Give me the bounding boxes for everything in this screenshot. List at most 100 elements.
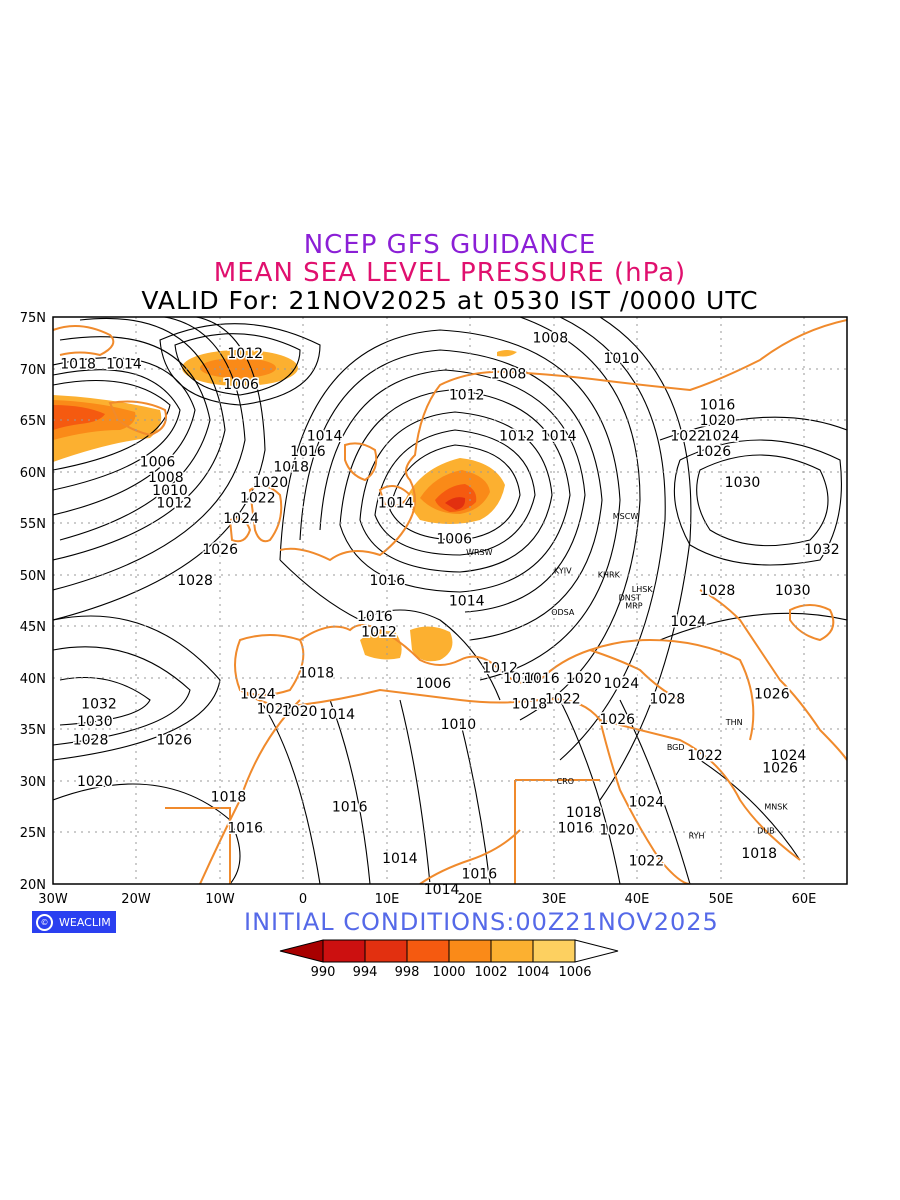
colorbar: 990 994 998 1000 1002 1004 1006: [279, 939, 619, 980]
isobar-label: 1028: [700, 583, 736, 599]
isobar-label: 1018: [741, 846, 777, 862]
isobar-label: 1016: [524, 671, 560, 687]
lon-label: 50E: [709, 892, 734, 907]
isobar-label: 1014: [106, 356, 142, 372]
isobar-label: 1018: [211, 789, 247, 805]
lat-label: 50N: [20, 569, 46, 584]
city-label: BGD: [667, 743, 685, 752]
colorbar-low-arrow: [279, 939, 324, 963]
isobar-label: 1032: [81, 697, 117, 713]
colorbar-swatch: [532, 939, 576, 963]
isobar-label: 1028: [73, 733, 109, 749]
isobar-label: 1008: [532, 331, 568, 347]
isobar-label: 1028: [177, 573, 213, 589]
isobar-label: 1016: [290, 444, 326, 460]
city-label: DUB: [757, 826, 775, 835]
isobar-label: 1012: [482, 661, 518, 677]
isobar-label: 1024: [771, 748, 807, 764]
isobar-label: 1010: [503, 671, 539, 687]
isobar-label: 1030: [775, 583, 811, 599]
colorbar-swatch: [448, 939, 492, 963]
city-label: DNST: [619, 593, 641, 602]
title-parameter: MEAN SEA LEVEL PRESSURE (hPa): [213, 258, 687, 288]
lon-label: 0: [299, 892, 307, 907]
lon-label: 20E: [458, 892, 483, 907]
isobar-label: 1022: [545, 691, 581, 707]
isobar-label: 1020: [282, 704, 318, 720]
title-valid-time: VALID For: 21NOV2025 at 0530 IST /0000 U…: [141, 286, 759, 315]
city-label: MRP: [625, 602, 642, 611]
isobar-label: 1014: [382, 851, 418, 867]
copyright-icon: ©: [36, 913, 53, 931]
isobar-label: 1022: [257, 702, 293, 718]
isobar-label: 1030: [725, 475, 761, 491]
isobar-label: 1008: [491, 367, 527, 383]
city-label: KYIV: [554, 567, 572, 576]
lat-label: 35N: [20, 723, 46, 738]
isobar-label: 1024: [240, 686, 276, 702]
isobar-label: 1016: [461, 867, 497, 883]
isobar-label: 1022: [687, 748, 723, 764]
colorbar-label: 1002: [474, 965, 507, 980]
isobar-label: 1008: [148, 470, 184, 486]
colorbar-swatch: [406, 939, 450, 963]
weaclim-logo: © WEACLIM: [32, 911, 116, 933]
isobar-label: 1020: [77, 774, 113, 790]
isobar-label: 1028: [649, 691, 685, 707]
longitude-labels: 30W 20W 10W 0 10E 20E 30E 40E 50E 60E: [38, 892, 816, 907]
isobar-label: 1020: [599, 822, 635, 838]
isobar-label: 1016: [369, 573, 405, 589]
isobar-label: 1024: [670, 614, 706, 630]
city-label: MSCW: [613, 512, 639, 521]
lat-label: 55N: [20, 517, 46, 532]
isobar-label: 1022: [240, 490, 276, 506]
isobar-label: 1010: [441, 717, 477, 733]
isobar-label: 1024: [629, 795, 665, 811]
initial-conditions: INITIAL CONDITIONS:00Z21NOV2025: [244, 908, 719, 936]
colorbar-swatch: [490, 939, 534, 963]
isobar-label: 1012: [156, 496, 192, 512]
isobar-label: 1016: [332, 800, 368, 816]
colorbar-label: 1004: [516, 965, 549, 980]
lon-label: 10E: [375, 892, 400, 907]
low-pressure-shading: [53, 350, 517, 662]
city-label: THN: [725, 718, 743, 727]
colorbar-label: 998: [395, 965, 420, 980]
lon-label: 30W: [38, 892, 68, 907]
colorbar-high-arrow: [574, 939, 619, 963]
colorbar-label: 1000: [432, 965, 465, 980]
isobar-label: 1022: [670, 429, 706, 445]
isobar-label: 1024: [223, 511, 259, 527]
isobar-label: 1026: [599, 712, 635, 728]
colorbar-swatch: [364, 939, 408, 963]
isobar-label: 1012: [361, 624, 397, 640]
isobars: [53, 317, 847, 884]
lon-label: 40E: [625, 892, 650, 907]
colorbar-label: 994: [353, 965, 378, 980]
isobar-label: 1006: [140, 454, 176, 470]
lat-label: 75N: [20, 311, 46, 326]
latitude-labels: 75N 70N 65N 60N 55N 50N 45N 40N 35N 30N …: [20, 311, 46, 893]
isobar-label: 1026: [762, 761, 798, 777]
isobar-label: 1010: [152, 483, 188, 499]
coastlines: [53, 319, 847, 884]
lat-label: 60N: [20, 466, 46, 481]
lon-label: 10W: [205, 892, 235, 907]
lat-label: 20N: [20, 878, 46, 893]
city-label: ODSA: [551, 608, 575, 617]
lon-label: 20W: [121, 892, 151, 907]
isobar-label: 1014: [449, 594, 485, 610]
lat-label: 30N: [20, 775, 46, 790]
isobar-label: 1006: [415, 676, 451, 692]
isobar-label: 1012: [449, 387, 485, 403]
lon-label: 30E: [542, 892, 567, 907]
isobar-label: 1022: [629, 853, 665, 869]
isobar-label: 1018: [273, 460, 309, 476]
lat-label: 25N: [20, 826, 46, 841]
lon-label: 60E: [792, 892, 817, 907]
isobar-label: 1014: [378, 496, 414, 512]
isobar-label: 1018: [60, 356, 96, 372]
